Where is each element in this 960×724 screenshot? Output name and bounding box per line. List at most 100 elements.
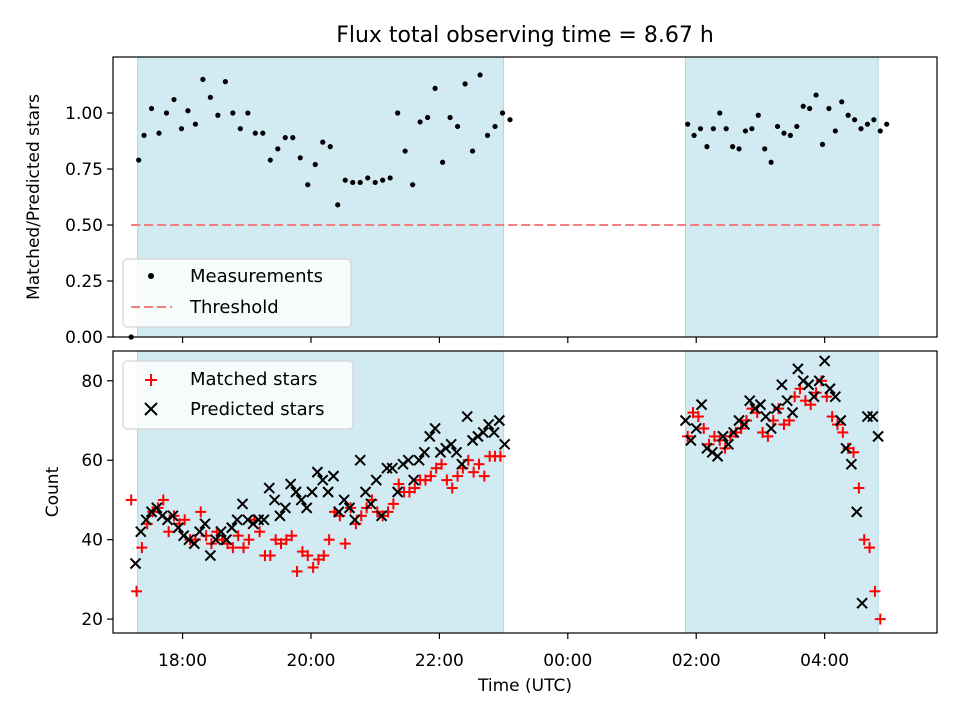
measurement-point [749, 126, 755, 132]
predicted-star-point [407, 474, 420, 486]
predicted-star-point [760, 410, 772, 423]
predicted-star-point [274, 510, 286, 522]
x-tick-label: 22:00 [415, 651, 464, 671]
predicted-star-point [188, 537, 201, 550]
predicted-star-point [129, 557, 142, 570]
predicted-star-point [711, 450, 724, 462]
predicted-star-point [322, 486, 334, 498]
measurement-point [141, 132, 147, 138]
matched-star-point [869, 585, 881, 597]
matched-star-point [387, 498, 399, 510]
measurement-point [832, 128, 838, 134]
matched-star-point [436, 458, 448, 470]
predicted-star-point [199, 518, 211, 530]
measurement-point [163, 110, 170, 116]
measurement-point [742, 128, 749, 134]
matched-star-point [837, 426, 849, 438]
predicted-star-point [818, 355, 831, 367]
measurement-point [852, 117, 858, 123]
matched-star-point [243, 534, 255, 546]
predicted-star-point [450, 446, 463, 458]
predicted-star-point [488, 426, 500, 439]
predicted-star-point [370, 474, 382, 486]
measurement-point [710, 126, 716, 132]
matched-star-point [468, 466, 480, 478]
y-tick-label: 0.75 [65, 160, 103, 180]
predicted-star-point [482, 418, 495, 431]
predicted-star-point [279, 502, 291, 514]
matched-star-point [291, 565, 303, 577]
measurement-point [222, 79, 228, 85]
predicted-star-point [290, 486, 302, 498]
chart-title: Flux total observing time = 8.67 h [336, 23, 714, 48]
bottom-legend: Matched stars Predicted stars [122, 360, 354, 430]
measurement-point [327, 144, 333, 150]
matched-star-point [741, 415, 753, 427]
matched-star-point [425, 470, 437, 482]
measurement-point [462, 81, 468, 87]
predicted-star-point [204, 549, 217, 562]
measurement-point [794, 123, 800, 130]
predicted-star-point [236, 498, 249, 510]
predicted-star-point [402, 454, 415, 466]
predicted-star-point [263, 482, 275, 494]
measurement-point [492, 123, 498, 130]
predicted-star-point [295, 494, 308, 506]
predicted-star-point [135, 526, 147, 538]
legend-matched-marker [145, 374, 157, 386]
matched-star-point [478, 470, 490, 482]
predicted-star-point [215, 526, 227, 538]
y-tick-label: 20 [81, 610, 103, 630]
predicted-stars-points [129, 355, 884, 609]
predicted-star-point [824, 383, 836, 395]
predicted-star-point [786, 406, 799, 419]
predicted-star-point [338, 494, 350, 506]
predicted-star-point [375, 510, 388, 522]
predicted-star-point [744, 394, 756, 407]
measurement-point [290, 135, 296, 141]
matched-star-point [853, 482, 865, 494]
y-tick-label: 40 [81, 531, 103, 551]
predicted-star-point [717, 430, 729, 443]
measurement-point [807, 105, 813, 112]
predicted-star-point [391, 486, 404, 498]
predicted-star-point [856, 597, 868, 609]
predicted-star-point [167, 510, 179, 522]
matched-star-point [473, 458, 485, 470]
predicted-star-point [333, 506, 345, 518]
measurement-point [762, 146, 768, 152]
measurement-point [305, 182, 311, 188]
matched-star-point [318, 550, 330, 562]
matched-star-point [494, 450, 506, 462]
matched-star-point [874, 613, 886, 625]
measurement-point [704, 144, 710, 150]
matched-star-point [227, 542, 239, 554]
measurement-point [320, 139, 326, 145]
predicted-star-point [317, 474, 329, 486]
top-panel-frame [112, 56, 938, 338]
predicted-star-point [781, 394, 793, 407]
predicted-star-point [477, 426, 489, 439]
matched-star-point [179, 514, 191, 526]
predicted-star-point [429, 422, 441, 435]
predicted-star-point [867, 410, 879, 423]
predicted-star-point [461, 410, 473, 423]
predicted-star-point [349, 514, 361, 526]
legend-measurements-marker [148, 273, 154, 279]
predicted-star-point [685, 434, 697, 447]
predicted-star-point [845, 458, 858, 470]
top-x-axis-ticks [181, 337, 826, 343]
measurement-point [365, 175, 371, 181]
measurement-point [207, 94, 213, 100]
predicted-star-point [418, 446, 431, 458]
bottom-y-axis-label: Count [43, 466, 63, 517]
matched-star-point [858, 534, 870, 546]
measurement-point [845, 112, 851, 118]
predicted-star-point [359, 486, 372, 498]
measurement-point [826, 105, 832, 112]
predicted-star-point [851, 506, 863, 518]
matched-star-point [163, 526, 175, 538]
legend-predicted-marker [144, 402, 158, 416]
predicted-star-point [210, 533, 222, 546]
